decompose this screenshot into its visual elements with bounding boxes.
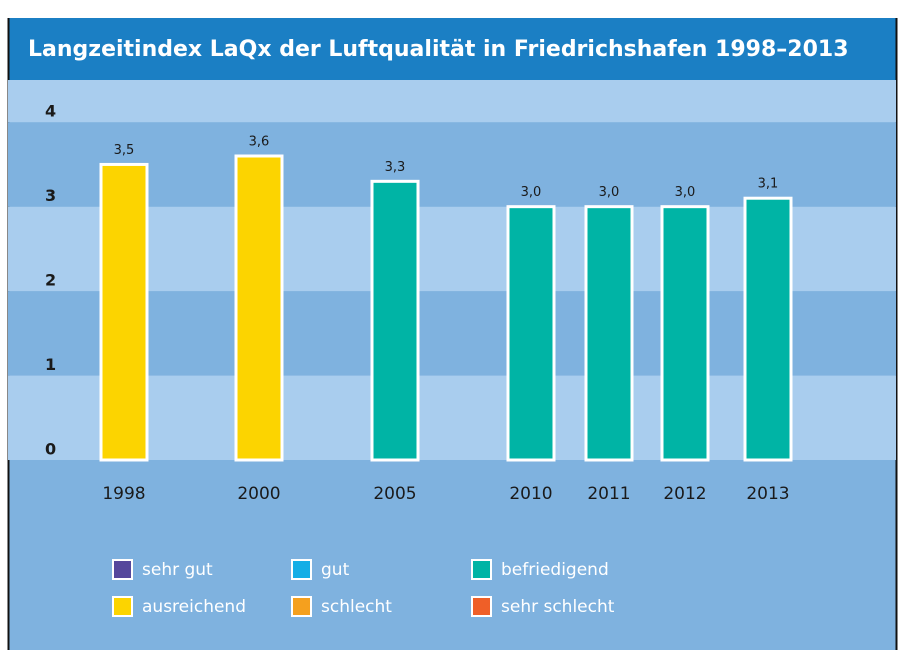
value-label: 3,0 <box>599 185 620 200</box>
legend-swatch <box>291 559 312 580</box>
legend-label: sehr schlecht <box>501 597 615 617</box>
x-tick-label: 2005 <box>373 484 416 504</box>
legend-label: ausreichend <box>142 597 246 617</box>
y-tick-label: 4 <box>45 102 56 121</box>
legend-label: schlecht <box>321 597 392 617</box>
bar <box>660 205 710 462</box>
value-label: 3,1 <box>758 177 779 192</box>
legend-swatch <box>471 596 492 617</box>
x-tick-label: 2000 <box>237 484 280 504</box>
value-label: 3,5 <box>114 143 135 158</box>
legend-label: sehr gut <box>142 560 213 580</box>
bar <box>99 162 149 462</box>
chart-title: Langzeitindex LaQx der Luftqualität in F… <box>28 37 849 62</box>
y-tick-label: 1 <box>45 355 56 374</box>
value-label: 3,3 <box>385 160 406 175</box>
value-label: 3,0 <box>521 185 542 200</box>
y-tick-label: 3 <box>45 186 56 205</box>
y-tick-label: 0 <box>45 440 56 459</box>
value-label: 3,6 <box>249 135 270 150</box>
x-tick-label: 2013 <box>746 484 789 504</box>
grid-band <box>8 80 896 123</box>
x-tick-label: 2012 <box>663 484 706 504</box>
legend-swatch <box>291 596 312 617</box>
legend-swatch <box>112 596 133 617</box>
x-tick-label: 2010 <box>509 484 552 504</box>
bar <box>234 154 284 462</box>
title-bar <box>8 18 897 80</box>
x-tick-label: 2011 <box>587 484 630 504</box>
bar <box>370 179 420 462</box>
x-tick-label: 1998 <box>102 484 145 504</box>
grid-band <box>8 122 896 207</box>
legend-swatch <box>471 559 492 580</box>
value-label: 3,0 <box>675 185 696 200</box>
bar <box>506 205 556 462</box>
legend-swatch <box>112 559 133 580</box>
bar <box>743 196 793 462</box>
bar <box>584 205 634 462</box>
legend-label: befriedigend <box>501 560 609 580</box>
legend-label: gut <box>321 560 350 580</box>
y-tick-label: 2 <box>45 271 56 290</box>
